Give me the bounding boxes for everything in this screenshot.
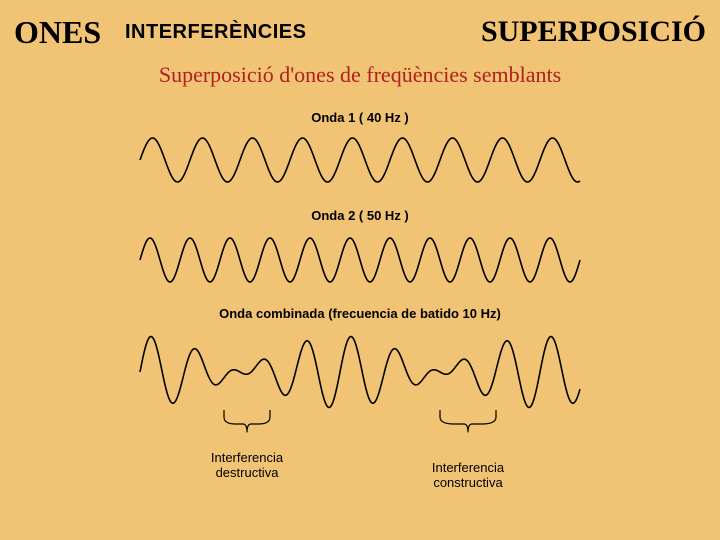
annotation-destructive-line1: Interferencia — [211, 450, 283, 465]
header-mid: INTERFERÈNCIES — [125, 21, 306, 44]
header: ONES INTERFERÈNCIES SUPERPOSICIÓ — [0, 10, 720, 54]
annotation-destructive: Interferenciadestructiva — [187, 450, 307, 480]
wave-diagram: Onda 1 ( 40 Hz ) Onda 2 ( 50 Hz ) Onda c… — [120, 100, 600, 520]
annotation-constructive-line1: Interferencia — [432, 460, 504, 475]
header-left: ONES — [14, 14, 101, 51]
annotation-destructive-line2: destructiva — [216, 465, 279, 480]
annotation-svg — [120, 100, 600, 500]
header-right: SUPERPOSICIÓ — [481, 15, 706, 49]
annotation-constructive: Interferenciaconstructiva — [408, 460, 528, 490]
annotation-constructive-line2: constructiva — [433, 475, 502, 490]
subtitle: Superposició d'ones de freqüències sembl… — [0, 62, 720, 88]
